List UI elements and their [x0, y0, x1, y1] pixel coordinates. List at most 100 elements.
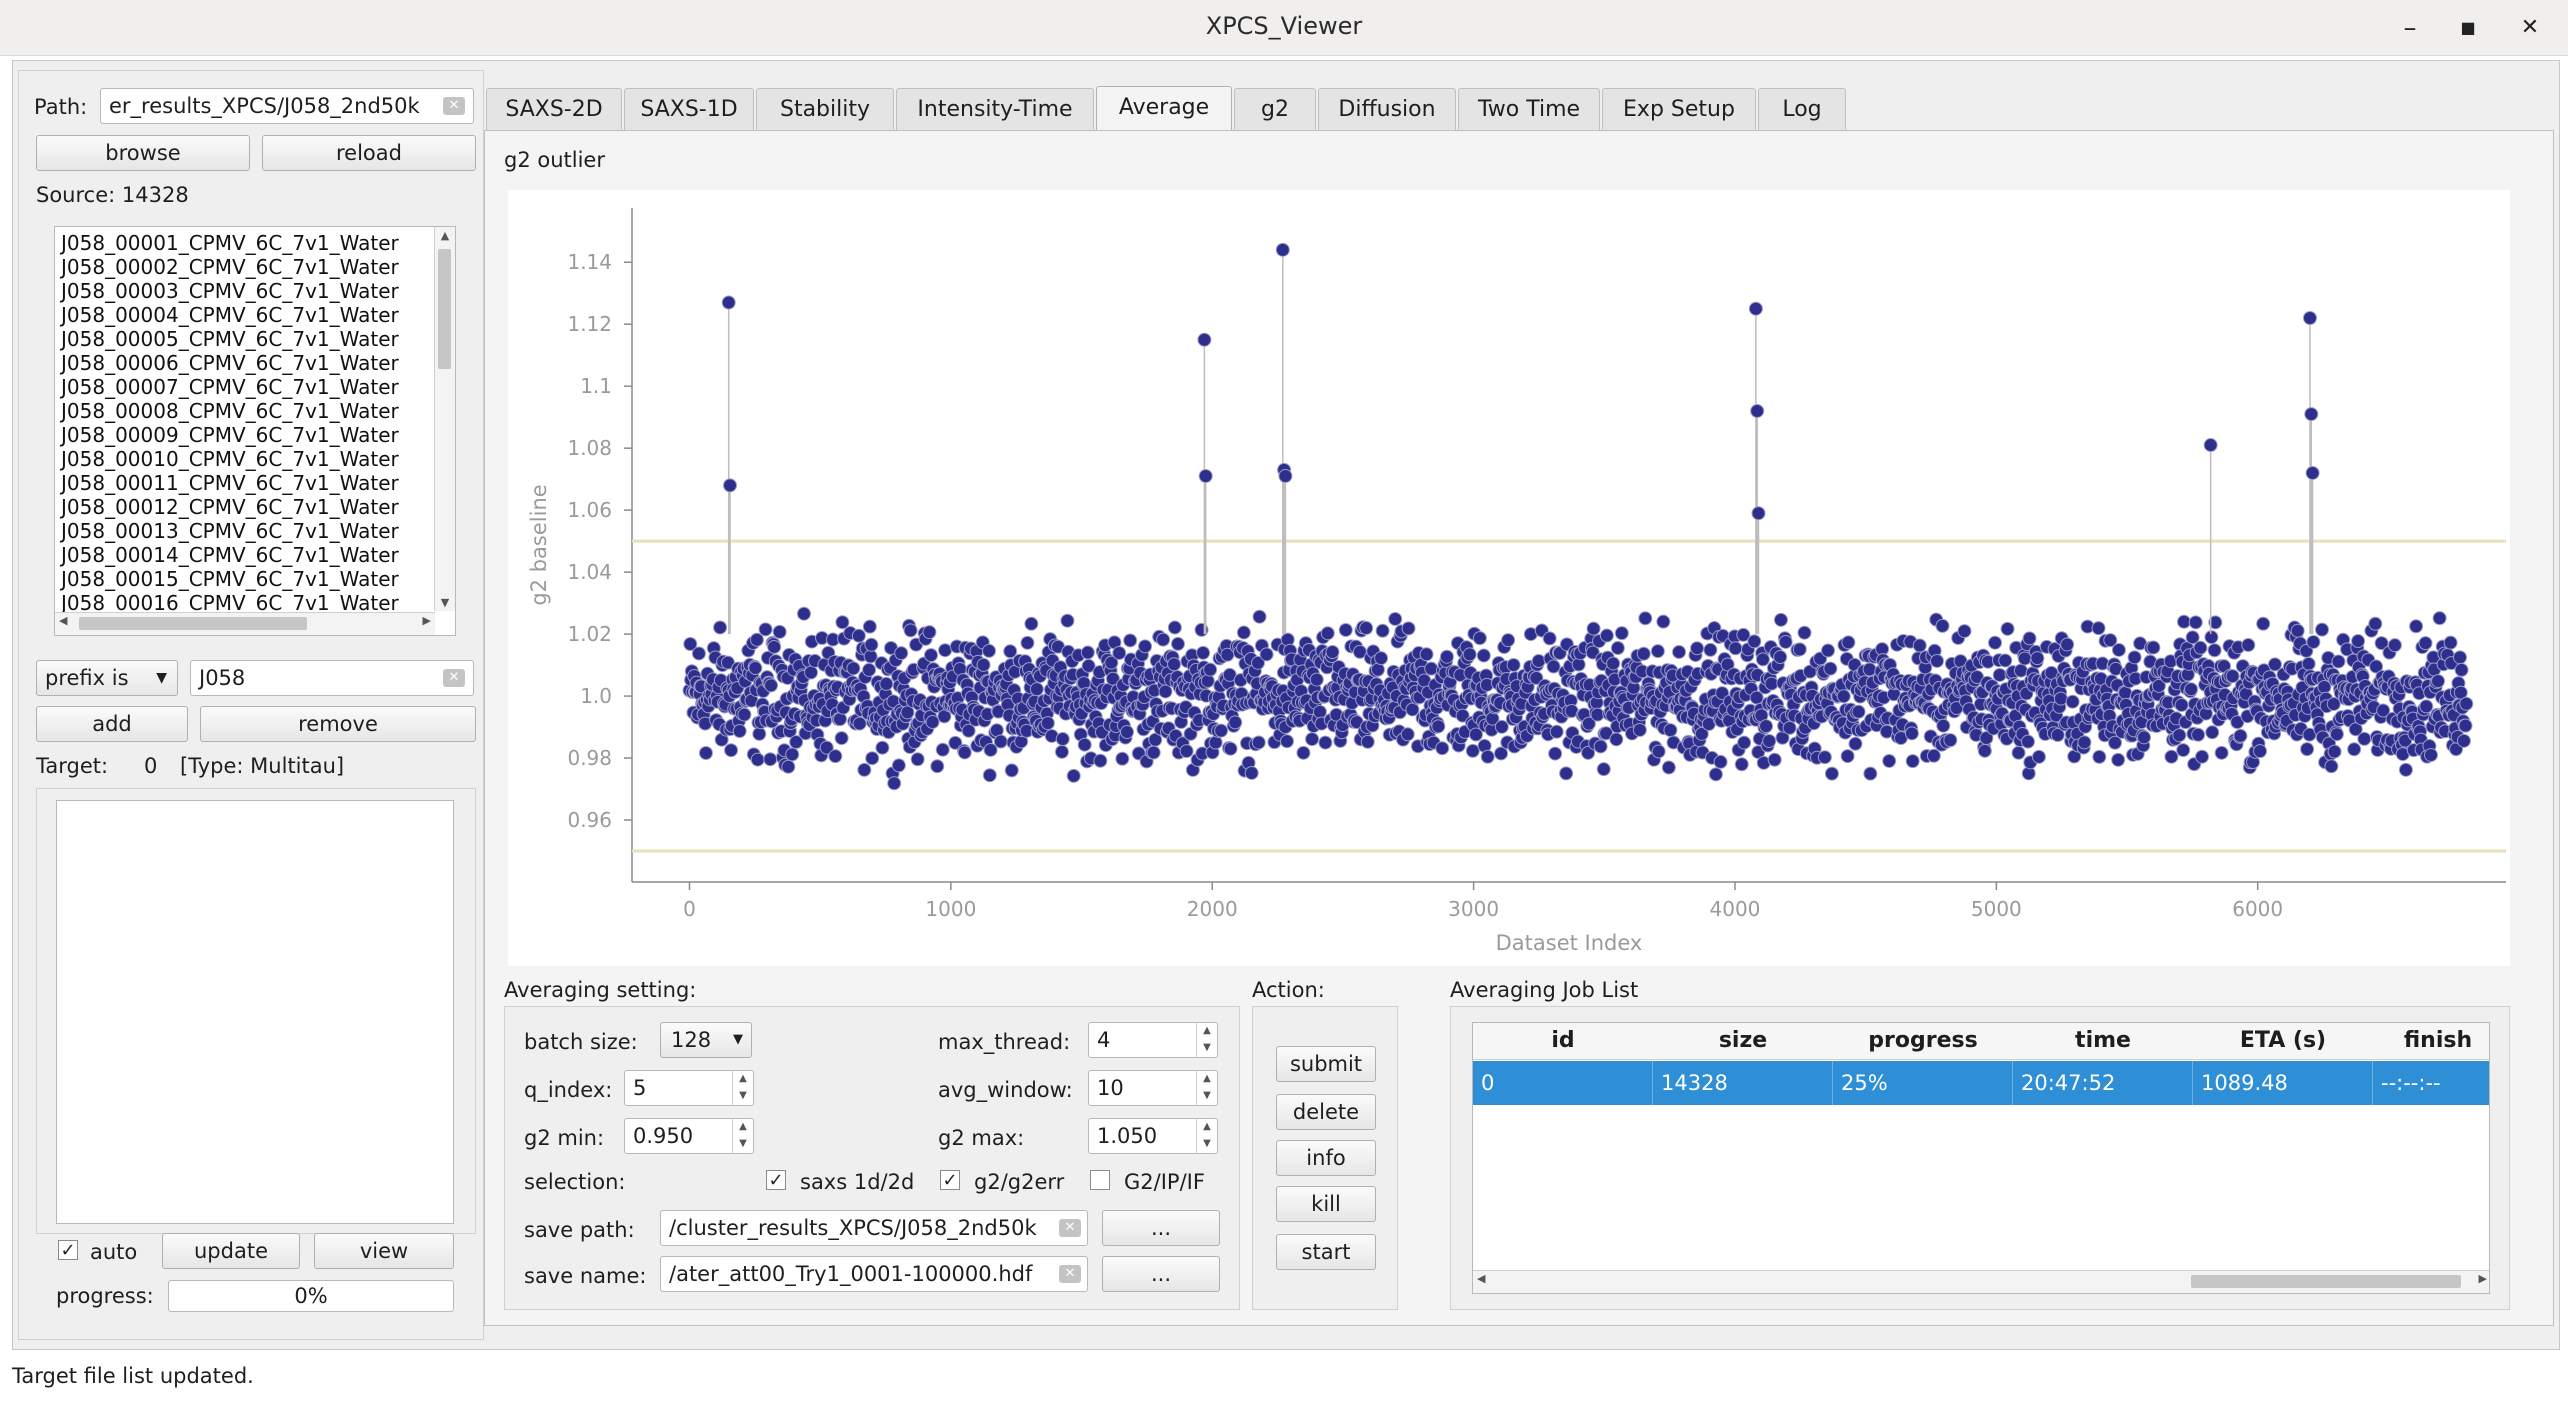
column-header-time[interactable]: time [2013, 1023, 2194, 1060]
spin-arrows-icon[interactable]: ▲ ▼ [732, 1071, 753, 1105]
avg-window-spinbox[interactable]: 10 ▲ ▼ [1088, 1070, 1218, 1106]
spin-arrows-icon[interactable]: ▲ ▼ [1196, 1023, 1217, 1057]
file-list-item[interactable]: J058_00001_CPMV_6C_7v1_Water [61, 231, 399, 255]
data-point [1338, 623, 1353, 638]
scroll-left-icon[interactable]: ◀ [59, 614, 68, 627]
batch-size-select[interactable]: 128 ▼ [660, 1022, 752, 1058]
file-list-item[interactable]: J058_00005_CPMV_6C_7v1_Water [61, 327, 399, 351]
job-table[interactable]: id size progress time ETA (s) finish 0 14328 25%… [1472, 1022, 2490, 1294]
spin-arrows-icon[interactable]: ▲ ▼ [1196, 1071, 1217, 1105]
tab-saxs-2d[interactable]: SAXS-2D [486, 88, 622, 131]
view-button[interactable]: view [314, 1233, 454, 1269]
file-list-item[interactable]: J058_00014_CPMV_6C_7v1_Water [61, 543, 399, 567]
column-header-id[interactable]: id [1473, 1023, 1654, 1060]
file-list-item[interactable]: J058_00012_CPMV_6C_7v1_Water [61, 495, 399, 519]
scroll-right-icon[interactable]: ▶ [422, 614, 431, 627]
save-name-input[interactable]: /ater_att00_Try1_0001-100000.hdf ✕ [660, 1256, 1088, 1292]
job-table-hscrollbar[interactable]: ◀ ▶ [1473, 1270, 2489, 1293]
list-vertical-scrollbar[interactable]: ▲ ▼ [434, 227, 455, 611]
column-header-finish[interactable]: finish [2373, 1023, 2489, 1060]
browse-save-path-button[interactable]: ... [1102, 1210, 1220, 1246]
data-point [1759, 719, 1774, 734]
file-list-items: J058_00001_CPMV_6C_7v1_Water J058_00002_C… [57, 231, 431, 615]
column-header-eta-s[interactable]: ETA (s) [2193, 1023, 2374, 1060]
file-list-item[interactable]: J058_00008_CPMV_6C_7v1_Water [61, 399, 399, 423]
list-hscroll-thumb[interactable] [79, 617, 307, 630]
tab-stability[interactable]: Stability [756, 88, 894, 131]
data-point [804, 665, 819, 680]
clear-save-name-icon[interactable]: ✕ [1059, 1265, 1081, 1283]
data-point [1905, 754, 1920, 769]
data-point [1104, 655, 1119, 670]
file-list-item[interactable]: J058_00006_CPMV_6C_7v1_Water [61, 351, 399, 375]
source-file-list[interactable]: J058_00001_CPMV_6C_7v1_Water J058_00002_C… [54, 226, 456, 636]
clear-save-path-icon[interactable]: ✕ [1059, 1219, 1081, 1237]
column-header-size[interactable]: size [1653, 1023, 1834, 1060]
filter-input[interactable]: J058 ✕ [190, 660, 474, 696]
file-list-item[interactable]: J058_00002_CPMV_6C_7v1_Water [61, 255, 399, 279]
file-list-item[interactable]: J058_00004_CPMV_6C_7v1_Water [61, 303, 399, 327]
kill-button[interactable]: kill [1276, 1186, 1376, 1222]
list-horizontal-scrollbar[interactable]: ◀ ▶ [55, 612, 435, 635]
target-file-list[interactable] [56, 800, 454, 1224]
table-row[interactable]: 0 14328 25% 20:47:52 1089.48 --:--:-- [1473, 1023, 2489, 1107]
data-point [1586, 621, 1601, 636]
file-list-item[interactable]: J058_00003_CPMV_6C_7v1_Water [61, 279, 399, 303]
add-button[interactable]: add [36, 706, 188, 742]
data-point [2077, 735, 2092, 750]
minimize-button[interactable]: – [2403, 13, 2417, 43]
tab-g2[interactable]: g2 [1234, 88, 1316, 131]
scroll-right-icon[interactable]: ▶ [2478, 1272, 2487, 1285]
scroll-down-icon[interactable]: ▼ [440, 596, 450, 609]
auto-checkbox[interactable]: ✓ [58, 1240, 78, 1261]
spin-arrows-icon[interactable]: ▲ ▼ [1196, 1119, 1217, 1153]
clear-filter-icon[interactable]: ✕ [443, 669, 465, 687]
data-point [2443, 635, 2458, 650]
g2-outlier-plot[interactable]: 0 1000 2000 3000 4000 5000 6000 0.96 0.98 1.0 1.02… [508, 190, 2510, 966]
tab-average[interactable]: Average [1096, 86, 1232, 133]
file-list-item[interactable]: J058_00011_CPMV_6C_7v1_Water [61, 471, 399, 495]
g2ipif-checkbox[interactable] [1090, 1170, 1110, 1190]
remove-button[interactable]: remove [200, 706, 476, 742]
info-button[interactable]: info [1276, 1140, 1376, 1176]
reload-button[interactable]: reload [262, 135, 476, 171]
list-scroll-thumb[interactable] [438, 249, 451, 369]
browse-save-name-button[interactable]: ... [1102, 1256, 1220, 1292]
close-button[interactable]: ✕ [2520, 15, 2540, 40]
clear-path-icon[interactable]: ✕ [443, 97, 465, 115]
tab-saxs-1d[interactable]: SAXS-1D [624, 88, 754, 131]
tab-diffusion[interactable]: Diffusion [1318, 88, 1456, 131]
q-index-spinbox[interactable]: 5 ▲ ▼ [624, 1070, 754, 1106]
tab-intensity-time[interactable]: Intensity-Time [896, 88, 1094, 131]
g2-min-spinbox[interactable]: 0.950 ▲ ▼ [624, 1118, 754, 1154]
file-list-item[interactable]: J058_00007_CPMV_6C_7v1_Water [61, 375, 399, 399]
g2err-checkbox[interactable]: ✓ [940, 1170, 960, 1191]
start-button[interactable]: start [1276, 1234, 1376, 1270]
scroll-up-icon[interactable]: ▲ [440, 229, 450, 242]
data-point [2419, 699, 2434, 714]
browse-button[interactable]: browse [36, 135, 250, 171]
max-thread-spinbox[interactable]: 4 ▲ ▼ [1088, 1022, 1218, 1058]
g2-max-spinbox[interactable]: 1.050 ▲ ▼ [1088, 1118, 1218, 1154]
file-list-item[interactable]: J058_00009_CPMV_6C_7v1_Water [61, 423, 399, 447]
outlier-point [1750, 403, 1765, 418]
filter-mode-select[interactable]: prefix is ▼ [36, 660, 178, 696]
tab-two-time[interactable]: Two Time [1458, 88, 1600, 131]
file-list-item[interactable]: J058_00016_CPMV_6C_7v1_Water [61, 591, 399, 615]
spin-arrows-icon[interactable]: ▲ ▼ [732, 1119, 753, 1153]
saxs-checkbox[interactable]: ✓ [766, 1170, 786, 1191]
job-hscroll-thumb[interactable] [2191, 1275, 2461, 1288]
tab-log[interactable]: Log [1758, 88, 1846, 131]
delete-button[interactable]: delete [1276, 1094, 1376, 1130]
submit-button[interactable]: submit [1276, 1046, 1376, 1082]
save-path-input[interactable]: /cluster_results_XPCS/J058_2nd50k ✕ [660, 1210, 1088, 1246]
maximize-button[interactable]: ■ [2460, 18, 2476, 37]
tab-exp-setup[interactable]: Exp Setup [1602, 88, 1756, 131]
file-list-item[interactable]: J058_00015_CPMV_6C_7v1_Water [61, 567, 399, 591]
scroll-left-icon[interactable]: ◀ [1477, 1272, 1486, 1285]
path-input[interactable]: er_results_XPCS/J058_2nd50k ✕ [100, 88, 474, 124]
file-list-item[interactable]: J058_00010_CPMV_6C_7v1_Water [61, 447, 399, 471]
data-point [1841, 635, 1856, 650]
file-list-item[interactable]: J058_00013_CPMV_6C_7v1_Water [61, 519, 399, 543]
update-button[interactable]: update [162, 1233, 300, 1269]
